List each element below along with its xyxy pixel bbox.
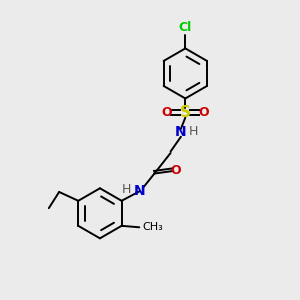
Text: O: O (162, 106, 172, 119)
Text: O: O (198, 106, 209, 119)
Text: CH₃: CH₃ (142, 222, 163, 232)
Text: N: N (175, 125, 187, 139)
Text: Cl: Cl (179, 21, 192, 34)
Text: N: N (134, 184, 146, 198)
Text: O: O (170, 164, 181, 177)
Text: S: S (180, 105, 191, 120)
Text: H: H (189, 125, 199, 138)
Text: H: H (122, 183, 131, 196)
